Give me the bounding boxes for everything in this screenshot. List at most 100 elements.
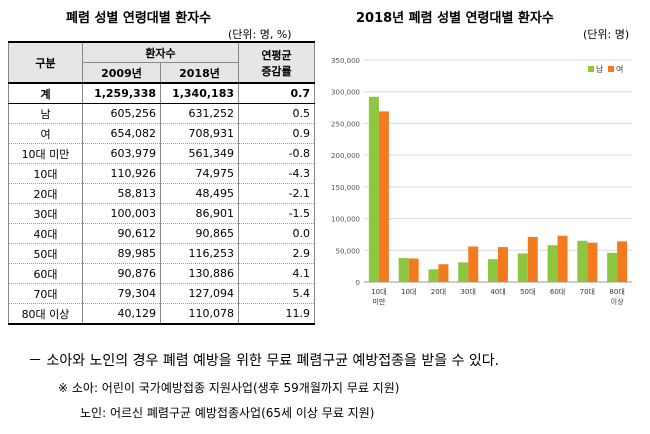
y-tick-label: 50,000 bbox=[336, 247, 361, 255]
bar-female bbox=[378, 111, 389, 283]
x-tick-label: 60대 bbox=[550, 288, 565, 296]
y-tick-label: 350,000 bbox=[331, 57, 360, 65]
bar-female bbox=[498, 247, 508, 282]
row-growth: -2.1 bbox=[238, 183, 315, 204]
row-value-2018: 561,349 bbox=[160, 143, 239, 164]
row-growth: 0.9 bbox=[238, 123, 315, 144]
y-tick-label: 0 bbox=[356, 279, 360, 287]
row-category: 60대 bbox=[8, 263, 83, 284]
table-row: 10대 110,926 74,975 -4.3 bbox=[8, 163, 315, 184]
bar-male bbox=[398, 257, 409, 282]
bar-female bbox=[587, 242, 598, 282]
bar-female bbox=[408, 258, 419, 282]
header-2018: 2018년 bbox=[160, 62, 239, 84]
row-category: 70대 bbox=[8, 283, 83, 304]
row-value-2018: 86,901 bbox=[160, 203, 239, 224]
chart-title: 2018년 폐렴 성별 연령대별 환자수 bbox=[356, 11, 554, 26]
bar-male bbox=[458, 262, 469, 282]
note-elder: 노인: 어르신 폐렴구균 예방접종사업(65세 이상 무료 지원) bbox=[80, 406, 375, 420]
row-growth: 0.5 bbox=[238, 103, 315, 124]
bar-chart: 0 50,000 100,000 150,000 200,000 250,000 300,0… bbox=[331, 57, 632, 306]
row-value-2018: 1,340,183 bbox=[160, 82, 239, 104]
row-value-2018: 116,253 bbox=[160, 243, 239, 264]
legend-label: 남 bbox=[596, 65, 604, 74]
y-tick-label: 150,000 bbox=[331, 184, 360, 192]
x-tick-label: 10대 bbox=[401, 288, 416, 296]
row-category: 50대 bbox=[8, 243, 83, 264]
table-row: 30대 100,003 86,901 -1.5 bbox=[8, 203, 315, 224]
row-value-2009: 90,612 bbox=[82, 223, 161, 244]
row-category: 여 bbox=[8, 123, 83, 144]
patients-table: 구분 환자수 연평균 증감률 2009년 2018년 계 1,259,338 1,3… bbox=[8, 41, 315, 325]
bar-male bbox=[607, 252, 618, 282]
bar-female bbox=[557, 235, 568, 282]
row-value-2009: 58,813 bbox=[82, 183, 161, 204]
y-tick-label: 250,000 bbox=[331, 120, 360, 128]
row-category: 남 bbox=[8, 103, 83, 124]
row-growth: 5.4 bbox=[238, 283, 315, 304]
row-value-2009: 79,304 bbox=[82, 283, 161, 304]
x-tick-label: 미만 bbox=[372, 297, 385, 306]
bar-female bbox=[527, 236, 538, 282]
row-value-2009: 605,256 bbox=[82, 103, 161, 124]
row-value-2009: 40,129 bbox=[82, 303, 161, 325]
y-tick-label: 300,000 bbox=[331, 89, 360, 97]
x-tick-label: 80대 bbox=[609, 288, 624, 296]
legend-swatch bbox=[608, 66, 614, 72]
row-growth: -4.3 bbox=[238, 163, 315, 184]
bar-male bbox=[368, 96, 379, 282]
legend-swatch bbox=[588, 66, 594, 72]
header-growth-line2: 증감률 bbox=[261, 64, 292, 78]
row-value-2009: 603,979 bbox=[82, 143, 161, 164]
row-value-2018: 127,094 bbox=[160, 283, 239, 304]
row-category: 10대 미만 bbox=[8, 143, 83, 164]
row-value-2009: 654,082 bbox=[82, 123, 161, 144]
bar-female bbox=[617, 241, 628, 282]
table-unit: (단위: 명, %) bbox=[228, 28, 292, 41]
table-row: 40대 90,612 90,865 0.0 bbox=[8, 223, 315, 244]
table-row: 50대 89,985 116,253 2.9 bbox=[8, 243, 315, 264]
header-growth-line1: 연평균 bbox=[261, 48, 292, 62]
row-value-2009: 89,985 bbox=[82, 243, 161, 264]
row-value-2018: 631,252 bbox=[160, 103, 239, 124]
legend-label: 여 bbox=[616, 64, 623, 74]
table-row: 70대 79,304 127,094 5.4 bbox=[8, 283, 315, 304]
table-title: 폐렴 성별 연령대별 환자수 bbox=[66, 11, 212, 26]
header-group: 구분 bbox=[8, 41, 83, 84]
x-tick-label: 40대 bbox=[490, 288, 505, 296]
chart-unit: (단위: 명) bbox=[583, 28, 630, 41]
header-growth: 연평균 증감률 bbox=[238, 41, 315, 84]
row-growth: 4.1 bbox=[238, 263, 315, 284]
bar-female bbox=[468, 246, 479, 282]
note-child: ※ 소아: 어린이 국가예방접종 지원사업(생후 59개월까지 무료 지원) bbox=[58, 381, 400, 395]
y-tick-label: 200,000 bbox=[331, 152, 360, 160]
row-growth: 11.9 bbox=[238, 303, 315, 325]
table-row: 여 654,082 708,931 0.9 bbox=[8, 123, 315, 144]
table-row: 10대 미만 603,979 561,349 -0.8 bbox=[8, 143, 315, 164]
row-growth: 2.9 bbox=[238, 243, 315, 264]
x-tick-label: 이상 bbox=[611, 297, 624, 306]
y-tick-label: 100,000 bbox=[331, 216, 360, 224]
row-growth: 0.7 bbox=[238, 82, 315, 104]
table-row: 남 605,256 631,252 0.5 bbox=[8, 103, 315, 124]
x-tick-label: 30대 bbox=[461, 288, 476, 296]
bar-male bbox=[428, 269, 439, 282]
bar-male bbox=[488, 259, 498, 282]
table-row: 20대 58,813 48,495 -2.1 bbox=[8, 183, 315, 204]
header-patients: 환자수 bbox=[82, 41, 239, 63]
row-growth: -1.5 bbox=[238, 203, 315, 224]
row-growth: 0.0 bbox=[238, 223, 315, 244]
table-row: 80대 이상 40,129 110,078 11.9 bbox=[8, 303, 315, 325]
x-tick-label: 70대 bbox=[580, 288, 595, 296]
row-value-2009: 90,876 bbox=[82, 263, 161, 284]
row-value-2018: 48,495 bbox=[160, 183, 239, 204]
row-value-2009: 110,926 bbox=[82, 163, 161, 184]
row-value-2018: 110,078 bbox=[160, 303, 239, 325]
row-category: 80대 이상 bbox=[8, 303, 83, 325]
x-tick-label: 50대 bbox=[520, 288, 535, 296]
row-category: 계 bbox=[8, 82, 83, 104]
row-value-2009: 1,259,338 bbox=[82, 82, 161, 104]
row-category: 30대 bbox=[8, 203, 83, 224]
table-row: 계 1,259,338 1,340,183 0.7 bbox=[8, 82, 315, 104]
header-2009: 2009년 bbox=[82, 62, 161, 84]
